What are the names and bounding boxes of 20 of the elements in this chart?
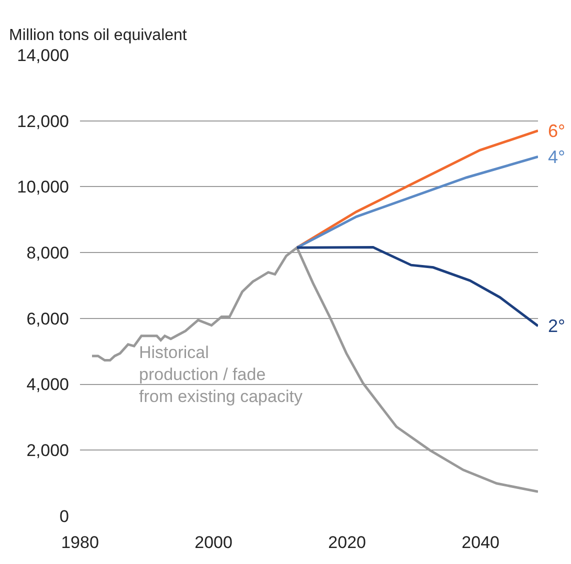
x-tick-label: 2020: [328, 533, 366, 552]
line-series: [296, 156, 538, 249]
series-label: 6°: [548, 121, 566, 141]
y-axis-title: Million tons oil equivalent: [9, 27, 188, 44]
x-tick-label: 2000: [194, 533, 232, 552]
y-tick-label: 8,000: [26, 244, 69, 263]
series-label: Historical production / fade from existing capacity: [139, 343, 303, 406]
series-label: 4°: [548, 147, 566, 167]
y-tick-label: 4,000: [26, 375, 69, 394]
y-tick-label: 12,000: [17, 112, 69, 131]
y-tick-label: 0: [60, 506, 69, 526]
y-tick-label: 6,000: [26, 309, 69, 328]
y-tick-label: 14,000: [17, 46, 69, 65]
y-tick-label: 2,000: [26, 441, 69, 460]
x-tick-label: 1980: [61, 533, 99, 552]
y-tick-label: 10,000: [17, 178, 69, 197]
line-series: [296, 129, 538, 249]
series-label: 2°: [548, 316, 566, 336]
x-tick-label: 2040: [462, 533, 500, 552]
line-series: [296, 246, 538, 328]
